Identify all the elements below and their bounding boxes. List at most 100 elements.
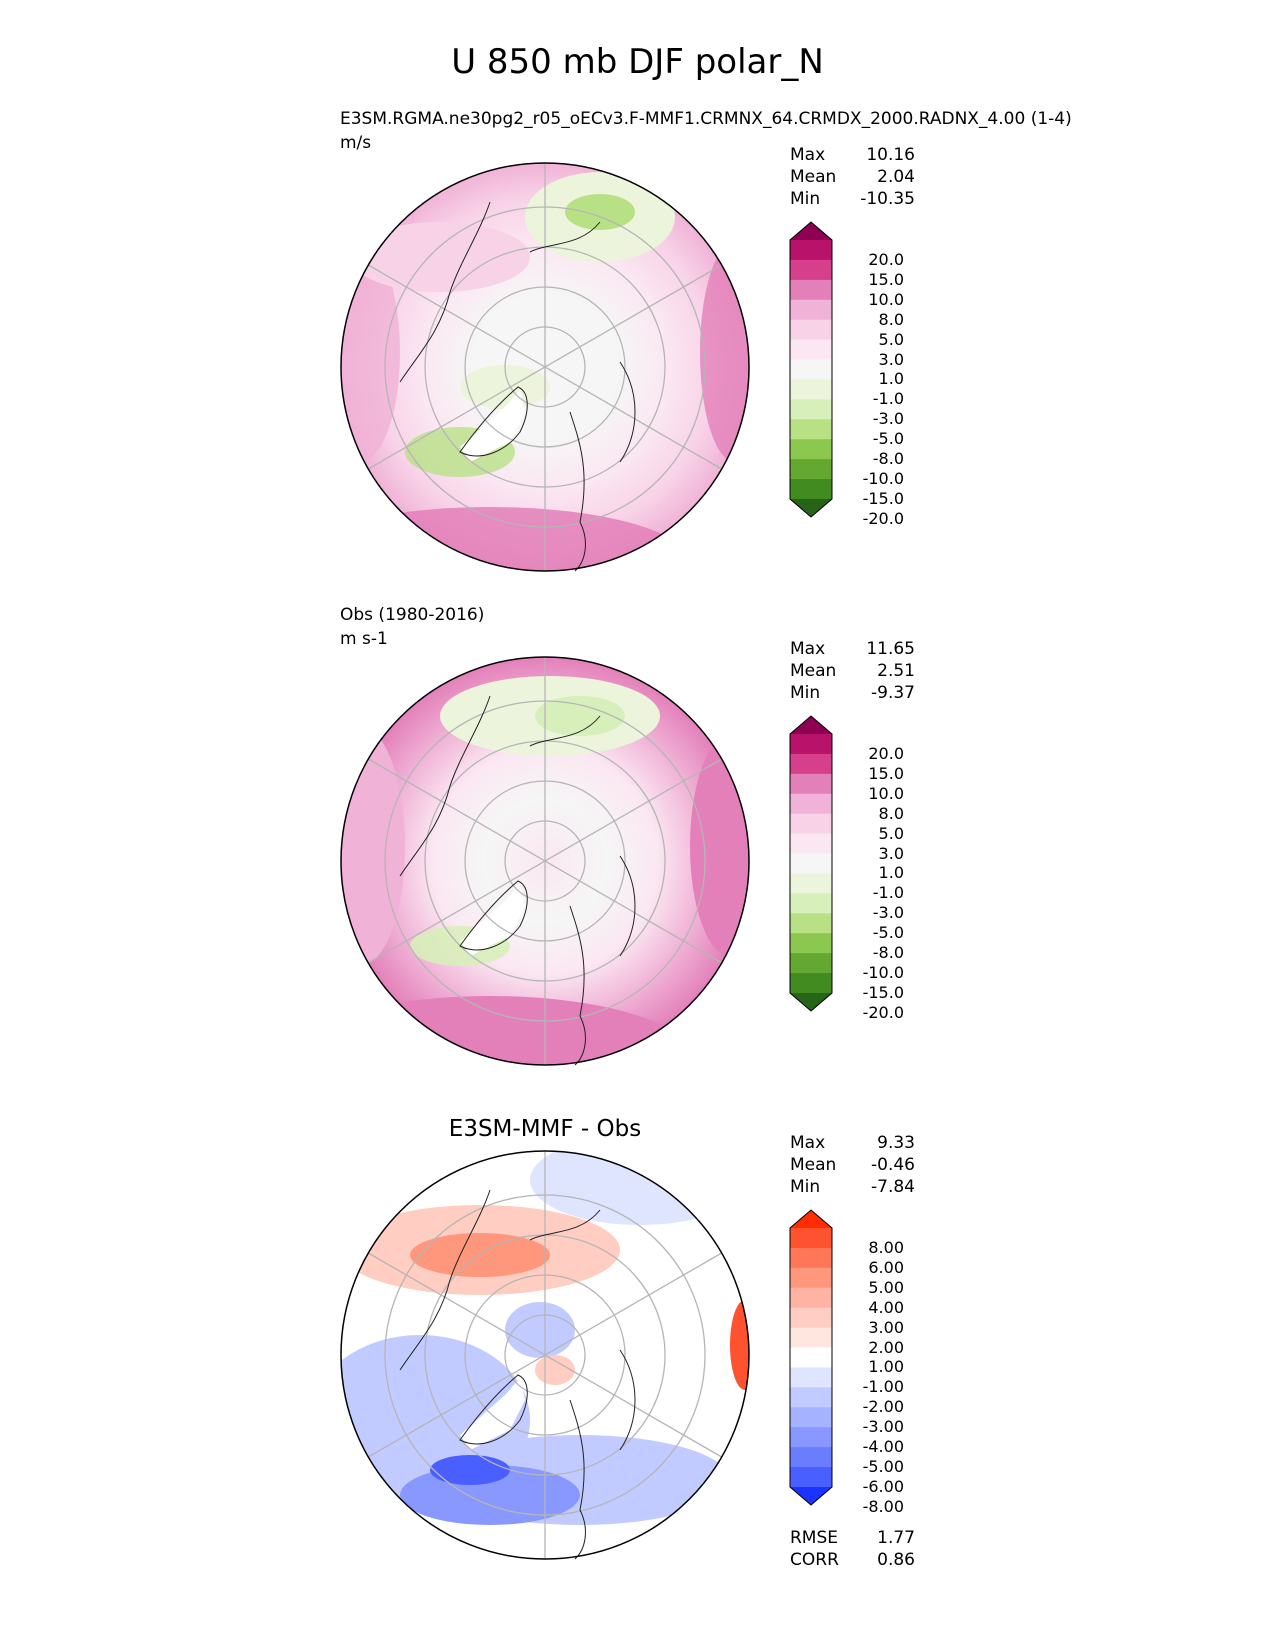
colorbar-segment — [790, 1467, 832, 1488]
mean-label: Mean — [790, 167, 837, 187]
colorbar-outline — [789, 715, 833, 1012]
panel-3-title: E3SM-MMF - Obs — [448, 1116, 642, 1142]
colorbar-tick-label: 10.0 — [868, 783, 904, 803]
colorbar-tick-label: -10.0 — [862, 963, 904, 983]
colorbar-segment — [790, 1247, 832, 1269]
corr-label: CORR — [790, 1550, 839, 1570]
panel-3-stats: Max 9.33 Mean -0.46 Min -7.84 — [790, 1132, 915, 1198]
rmse-value: 1.77 — [877, 1528, 915, 1548]
wind-field-high-south — [341, 996, 690, 1065]
colorbar-tick-label: 5.0 — [878, 329, 904, 349]
wind-field-high-east — [690, 736, 749, 956]
colorbar-segment — [790, 1327, 832, 1349]
colorbar-tick-label: 1.0 — [878, 863, 904, 883]
map-boundary — [340, 656, 750, 1066]
colorbar-segment — [790, 259, 832, 281]
min-value: -9.37 — [871, 683, 915, 703]
colorbar-segment — [790, 753, 832, 775]
colorbar-segment — [790, 973, 832, 994]
colorbar-segment — [790, 339, 832, 361]
colorbar-tick-label: 8.00 — [868, 1237, 904, 1257]
page-title: U 850 mb DJF polar_N — [451, 42, 824, 82]
panel-2-title: Obs (1980-2016) — [340, 605, 485, 625]
max-label: Max — [790, 639, 826, 659]
colorbar-tick-label: -1.0 — [872, 883, 904, 903]
colorbar-segment — [790, 813, 832, 835]
colorbar-segment — [790, 1407, 832, 1428]
colorbar-segment — [790, 1367, 832, 1388]
rmse-label: RMSE — [790, 1528, 839, 1548]
colorbar-extend-bottom — [790, 499, 832, 517]
colorbar-segment — [790, 833, 832, 855]
panel-3-metrics: RMSE 1.77 CORR 0.86 — [790, 1527, 915, 1571]
colorbar-tick-label: 8.0 — [878, 309, 904, 329]
colorbar-tick-label: -6.00 — [862, 1477, 904, 1496]
colorbar-segment — [790, 1307, 832, 1329]
colorbar-tick-label: 3.00 — [868, 1317, 904, 1337]
panel-1-colorbar-ticks: 20.0 15.0 10.0 8.0 5.0 3.0 1.0 -1.0 -3.0 -5.0 -8.0… — [838, 222, 908, 526]
colorbar-segment — [790, 893, 832, 914]
max-label: Max — [790, 1133, 826, 1153]
colorbar-segment — [790, 1267, 832, 1289]
min-label: Min — [790, 1177, 821, 1197]
colorbar-segment — [790, 734, 832, 755]
colorbar-segment — [790, 419, 832, 440]
colorbar-tick-label: -5.00 — [862, 1457, 904, 1477]
colorbar-extend-top — [790, 1210, 832, 1228]
panel-2-colorbar-ticks: 20.0 15.0 10.0 8.0 5.0 3.0 1.0 -1.0 -3.0 -5.0 -8.0… — [838, 716, 908, 1020]
colorbar-segment — [790, 1347, 832, 1368]
max-value: 10.16 — [866, 145, 915, 165]
colorbar-tick-label: -15.0 — [862, 489, 904, 508]
colorbar-segment — [790, 1447, 832, 1468]
colorbar-extend-top — [790, 222, 832, 240]
panel-3-map — [340, 1150, 750, 1560]
colorbar-segment — [790, 399, 832, 420]
graticule — [367, 1151, 723, 1559]
colorbar-tick-label: 3.0 — [878, 349, 904, 369]
colorbar-segment — [790, 953, 832, 974]
colorbar-segment — [790, 319, 832, 341]
colorbar-tick-label: -8.0 — [872, 943, 904, 963]
coastlines — [399, 201, 636, 572]
mean-value: -0.46 — [871, 1155, 915, 1175]
colorbar-segment — [790, 773, 832, 795]
map-boundary — [340, 162, 750, 572]
colorbar-tick-label: 10.0 — [868, 289, 904, 309]
max-label: Max — [790, 145, 826, 165]
panel-1-map — [340, 162, 750, 572]
colorbar-tick-label: -10.0 — [862, 469, 904, 489]
colorbar-tick-label: -4.00 — [862, 1437, 904, 1457]
colorbar-tick-label: -15.0 — [862, 983, 904, 1002]
mean-value: 2.51 — [877, 661, 915, 681]
colorbar-segment — [790, 299, 832, 321]
wind-field-high-east — [700, 242, 749, 462]
coastlines — [399, 695, 636, 1066]
colorbar-segment — [790, 1427, 832, 1448]
min-value: -7.84 — [871, 1177, 915, 1197]
panel-1-stats: Max 10.16 Mean 2.04 Min -10.35 — [790, 144, 915, 210]
min-value: -10.35 — [860, 189, 915, 209]
greenland-mask — [460, 390, 525, 462]
mean-label: Mean — [790, 1155, 837, 1175]
colorbar-segment — [790, 379, 832, 400]
panel-2-units: m s-1 — [340, 629, 388, 649]
colorbar-tick-label: -3.00 — [862, 1417, 904, 1437]
colorbar-tick-label: -1.0 — [872, 389, 904, 409]
panel-3-colorbar-ticks: 8.00 6.00 5.00 4.00 3.00 2.00 1.00 -1.00 -2.00 -3… — [838, 1210, 908, 1514]
colorbar-segment — [790, 933, 832, 954]
colorbar-segment — [790, 1287, 832, 1309]
panel-1-units: m/s — [340, 133, 372, 153]
mean-label: Mean — [790, 661, 837, 681]
panel-2-stats: Max 11.65 Mean 2.51 Min -9.37 — [790, 638, 915, 704]
colorbar-tick-label: 15.0 — [868, 763, 904, 783]
colorbar-segment — [790, 853, 832, 874]
coastlines — [399, 1189, 636, 1560]
colorbar-tick-label: -5.0 — [872, 923, 904, 943]
colorbar-tick-label: 15.0 — [868, 269, 904, 289]
colorbar-extend-bottom — [790, 993, 832, 1011]
colorbar-tick-label: 1.00 — [868, 1357, 904, 1377]
panel-2-colorbar — [789, 715, 833, 1012]
colorbar-tick-label: -1.00 — [862, 1377, 904, 1397]
colorbar-tick-label: -5.0 — [872, 429, 904, 449]
colorbar-tick-label: -20.0 — [862, 1002, 904, 1022]
